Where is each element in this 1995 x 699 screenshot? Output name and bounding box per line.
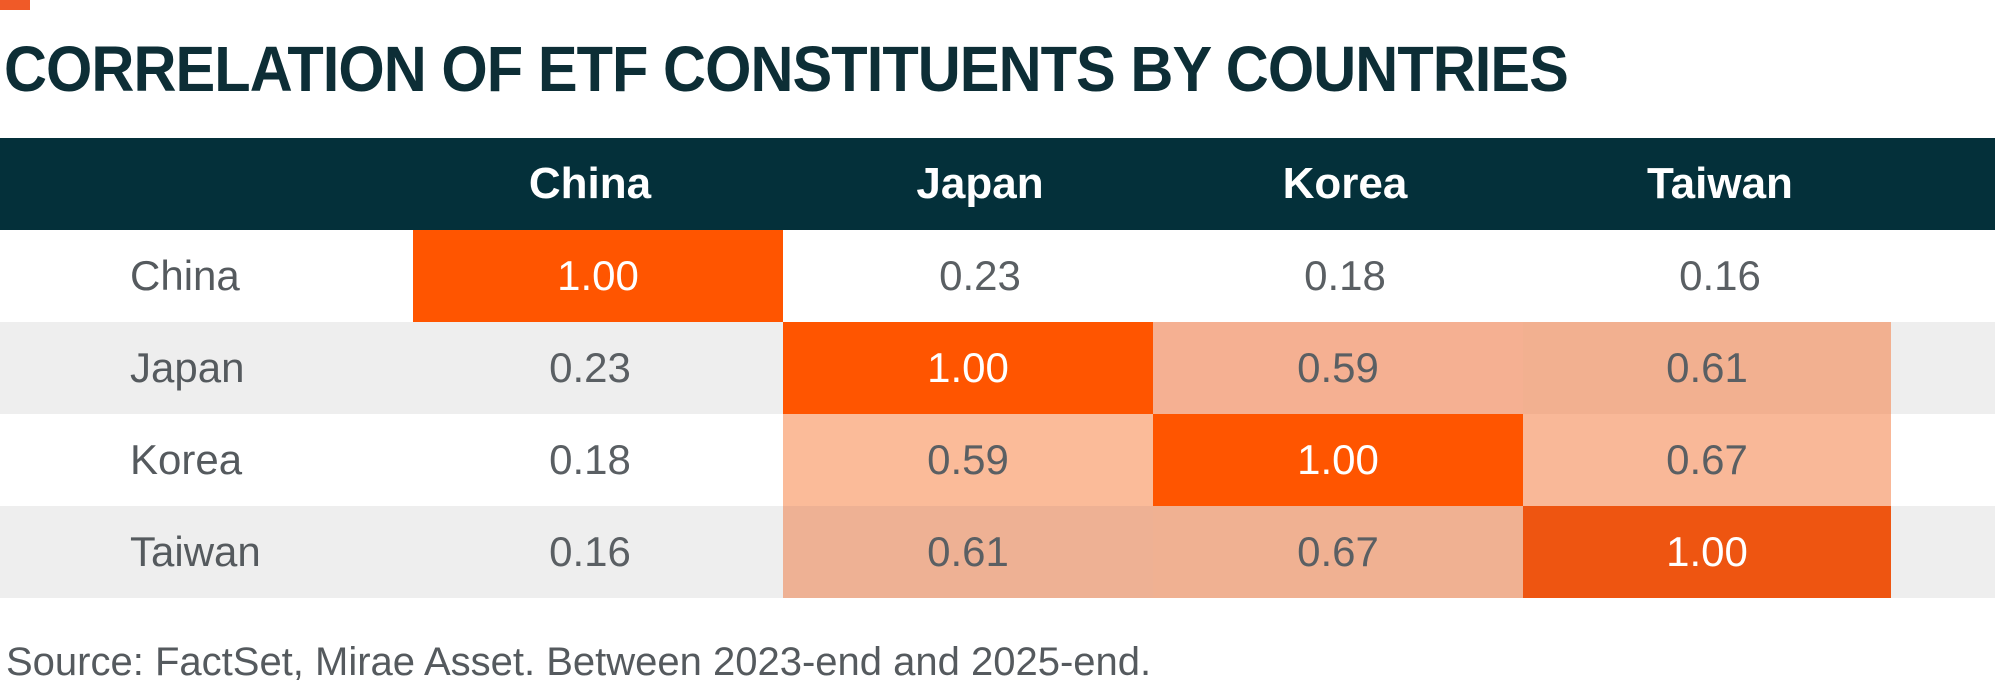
source-note: Source: FactSet, Mirae Asset. Between 20… xyxy=(6,640,1152,684)
heatmap-row-taiwan: Taiwan 0.16 0.61 0.67 1.00 xyxy=(0,506,1995,598)
cell-korea-china: 0.18 xyxy=(549,436,631,483)
cell-taiwan-china: 0.16 xyxy=(549,528,631,575)
row-label-taiwan: Taiwan xyxy=(130,528,261,575)
cell-japan-korea: 0.59 xyxy=(1153,322,1523,414)
cell-japan-taiwan: 0.61 xyxy=(1523,322,1891,414)
cell-taiwan-korea: 0.67 xyxy=(1153,506,1523,598)
heatmap-row-china: China 1.00 0.23 0.18 0.16 xyxy=(0,230,1995,322)
correlation-heatmap: China Japan Korea Taiwan China 1.00 0.23… xyxy=(0,138,1995,598)
cell-japan-japan: 1.00 xyxy=(783,322,1153,414)
accent-bar xyxy=(0,0,30,10)
cell-korea-japan: 0.59 xyxy=(783,414,1153,506)
cell-china-taiwan: 0.16 xyxy=(1679,252,1761,299)
cell-korea-korea: 1.00 xyxy=(1153,414,1523,506)
cell-japan-china: 0.23 xyxy=(549,344,631,391)
cell-china-china: 1.00 xyxy=(413,230,783,322)
column-header-taiwan: Taiwan xyxy=(1647,159,1793,208)
heatmap-row-japan: Japan 0.23 1.00 0.59 0.61 xyxy=(0,322,1995,414)
row-label-china: China xyxy=(130,252,240,299)
column-header-china: China xyxy=(528,159,652,208)
row-label-japan: Japan xyxy=(130,344,245,391)
row-label-korea: Korea xyxy=(130,436,243,483)
cell-china-japan: 0.23 xyxy=(939,252,1021,299)
chart-title: CORRELATION OF ETF CONSTITUENTS BY COUNT… xyxy=(4,33,1569,105)
cell-taiwan-japan: 0.61 xyxy=(783,506,1153,598)
column-header-korea: Korea xyxy=(1282,159,1408,208)
cell-taiwan-taiwan: 1.00 xyxy=(1523,506,1891,598)
column-header-japan: Japan xyxy=(916,159,1044,208)
cell-korea-taiwan: 0.67 xyxy=(1523,414,1891,506)
heatmap-row-korea: Korea 0.18 0.59 1.00 0.67 xyxy=(0,414,1995,506)
cell-china-korea: 0.18 xyxy=(1304,252,1386,299)
column-header-row: China Japan Korea Taiwan xyxy=(0,138,1995,230)
